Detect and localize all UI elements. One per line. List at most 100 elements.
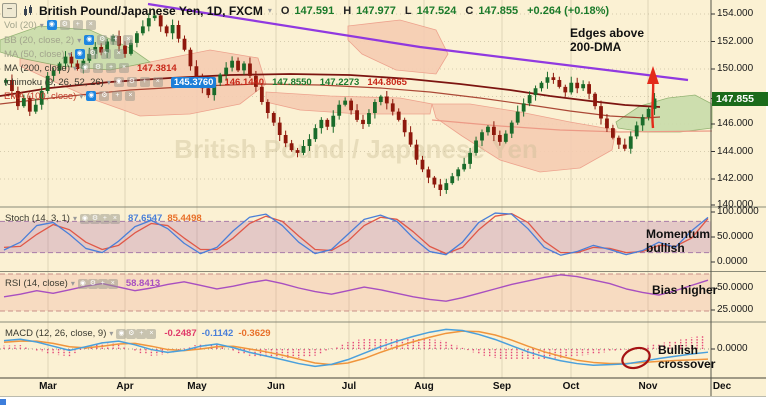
rsi-caret-icon[interactable]: ▾ bbox=[70, 278, 75, 288]
price-axis-label: 140.000 bbox=[717, 199, 754, 210]
month-label-nov: Nov bbox=[638, 381, 658, 392]
panel-plus-icon[interactable]: + bbox=[97, 279, 108, 289]
up-arrow bbox=[651, 79, 655, 129]
annotation-bias-higher: Bias higher bbox=[652, 283, 718, 297]
legend-plus-icon[interactable]: + bbox=[100, 49, 111, 59]
legend-caret-icon[interactable]: ▾ bbox=[79, 91, 84, 101]
price-axis-label: 146.000 bbox=[717, 118, 754, 129]
panel-gear-icon[interactable]: ⚙ bbox=[89, 214, 100, 224]
legend-row[interactable]: Ichimoku (9, 26, 52, 26) ▾ ◉ ⚙ + × 145.3760 146… bbox=[4, 76, 407, 88]
legend-plus-icon[interactable]: + bbox=[106, 63, 117, 73]
panel-close-icon[interactable]: × bbox=[146, 329, 157, 339]
month-label-dec: Dec bbox=[712, 381, 732, 392]
change-value: +0.264 (+0.18%) bbox=[527, 4, 610, 17]
ichimoku-cloud-bearish bbox=[431, 103, 617, 173]
symbol-title[interactable]: British Pound/Japanese Yen, 1D, FXCM bbox=[39, 3, 263, 18]
low-label: L bbox=[404, 4, 412, 17]
month-label-jun: Jun bbox=[267, 381, 285, 392]
legend-gear-icon[interactable]: ⚙ bbox=[126, 77, 137, 87]
legend-eye-icon[interactable]: ◉ bbox=[80, 63, 91, 73]
legend-label: Ichimoku (9, 26, 52, 26) bbox=[4, 76, 104, 88]
legend-plus-icon[interactable]: + bbox=[139, 77, 150, 87]
panel-plus-icon[interactable]: + bbox=[136, 329, 147, 339]
legend-eye-icon[interactable]: ◉ bbox=[74, 49, 85, 59]
legend-caret-icon[interactable]: ▾ bbox=[67, 49, 72, 59]
legend-caret-icon[interactable]: ▾ bbox=[106, 77, 111, 87]
rsi-axis-label: 25.0000 bbox=[717, 304, 754, 315]
legend-close-icon[interactable]: × bbox=[113, 49, 124, 59]
candlesticks bbox=[4, 11, 657, 197]
legend-gear-icon[interactable]: ⚙ bbox=[97, 35, 108, 45]
open-label: O bbox=[280, 4, 290, 17]
panel-close-icon[interactable]: × bbox=[109, 214, 120, 224]
rsi-axis-label: 50.0000 bbox=[717, 282, 754, 293]
panel-eye-icon[interactable]: ◉ bbox=[79, 214, 90, 224]
legend-row[interactable]: BB (20, close, 2) ▾ ◉ ⚙ + × bbox=[4, 34, 134, 46]
legend-value: 147.2273 bbox=[319, 76, 360, 88]
macd-header[interactable]: MACD (12, 26, close, 9) ▾ ◉ ⚙ + × -0.2487 -0.… bbox=[5, 327, 271, 339]
stoch-axis-label: 0.0000 bbox=[717, 256, 748, 267]
open-value: 147.591 bbox=[294, 4, 335, 17]
macd-caret-icon[interactable]: ▾ bbox=[109, 328, 114, 338]
legend-eye-icon[interactable]: ◉ bbox=[84, 35, 95, 45]
legend-caret-icon[interactable]: ▾ bbox=[77, 35, 82, 45]
legend-plus-icon[interactable]: + bbox=[72, 20, 83, 30]
legend-close-icon[interactable]: × bbox=[123, 35, 134, 45]
legend-gear-icon[interactable]: ⚙ bbox=[87, 49, 98, 59]
stoch-label: Stoch (14, 3, 1) bbox=[5, 212, 70, 224]
panel-plus-icon[interactable]: + bbox=[99, 214, 110, 224]
close-label: C bbox=[465, 4, 474, 17]
legend-gear-icon[interactable]: ⚙ bbox=[93, 63, 104, 73]
legend-gear-icon[interactable]: ⚙ bbox=[99, 91, 110, 101]
legend-plus-icon[interactable]: + bbox=[112, 91, 123, 101]
legend-gear-icon[interactable]: ⚙ bbox=[59, 20, 70, 30]
rsi-line bbox=[3, 274, 709, 302]
legend-row[interactable]: Vol (20) ▾ ◉ ⚙ + × bbox=[4, 19, 96, 31]
legend-eye-icon[interactable]: ◉ bbox=[113, 77, 124, 87]
month-label-oct: Oct bbox=[562, 381, 580, 392]
legend-eye-icon[interactable]: ◉ bbox=[46, 20, 57, 30]
legend-value: 147.3814 bbox=[137, 62, 177, 74]
stoch-axis-label: 50.0000 bbox=[717, 231, 754, 242]
legend-label: MA (50, close) bbox=[4, 48, 65, 60]
panel-eye-icon[interactable]: ◉ bbox=[77, 279, 88, 289]
legend-plus-icon[interactable]: + bbox=[110, 35, 121, 45]
panel-eye-icon[interactable]: ◉ bbox=[116, 329, 127, 339]
legend-close-icon[interactable]: × bbox=[125, 91, 136, 101]
stoch-header[interactable]: Stoch (14, 3, 1) ▾ ◉ ⚙ + × 87.6547 85.4498 bbox=[5, 212, 202, 224]
low-value: 147.524 bbox=[416, 4, 457, 17]
corner-logo-fragment bbox=[0, 399, 6, 405]
panel-value: -0.3629 bbox=[238, 327, 271, 339]
legend-row[interactable]: EMA (100, close) ▾ ◉ ⚙ + × bbox=[4, 90, 136, 102]
close-value: 147.855 bbox=[478, 4, 519, 17]
macd-histogram bbox=[3, 335, 704, 361]
symbol-caret-icon[interactable]: ▾ bbox=[267, 6, 272, 15]
legend-value: 144.8065 bbox=[367, 76, 407, 88]
stoch-caret-icon[interactable]: ▾ bbox=[72, 213, 77, 223]
price-axis-label: 152.000 bbox=[717, 35, 754, 47]
ichimoku-cloud-bearish bbox=[347, 19, 449, 75]
panel-gear-icon[interactable]: ⚙ bbox=[126, 329, 137, 339]
collapse-button[interactable]: − bbox=[2, 3, 17, 18]
legend-label: Vol (20) bbox=[4, 19, 37, 31]
panel-close-icon[interactable]: × bbox=[107, 279, 118, 289]
legend-eye-icon[interactable]: ◉ bbox=[86, 91, 97, 101]
legend-close-icon[interactable]: × bbox=[119, 63, 130, 73]
rsi-header[interactable]: RSI (14, close) ▾ ◉ ⚙ + × 58.8413 bbox=[5, 277, 160, 289]
legend-row[interactable]: MA (200, close) ▾ ◉ ⚙ + × 147.3814 bbox=[4, 62, 177, 74]
month-label-sep: Sep bbox=[492, 381, 512, 392]
legend-close-icon[interactable]: × bbox=[85, 20, 96, 30]
legend-close-icon[interactable]: × bbox=[152, 77, 163, 87]
annotation-bullish-crossover: Bullish crossover bbox=[658, 343, 716, 371]
legend-caret-icon[interactable]: ▾ bbox=[39, 20, 44, 30]
month-label-jul: Jul bbox=[341, 381, 357, 392]
legend-value: 147.8550 bbox=[272, 76, 312, 88]
price-axis-label: 154.000 bbox=[717, 8, 754, 19]
ichimoku-cloud-bullish bbox=[615, 94, 713, 133]
legend-caret-icon[interactable]: ▾ bbox=[73, 63, 78, 73]
legend-row[interactable]: MA (50, close) ▾ ◉ ⚙ + × bbox=[4, 48, 124, 60]
panel-gear-icon[interactable]: ⚙ bbox=[87, 279, 98, 289]
macd-signal-line bbox=[3, 330, 709, 366]
